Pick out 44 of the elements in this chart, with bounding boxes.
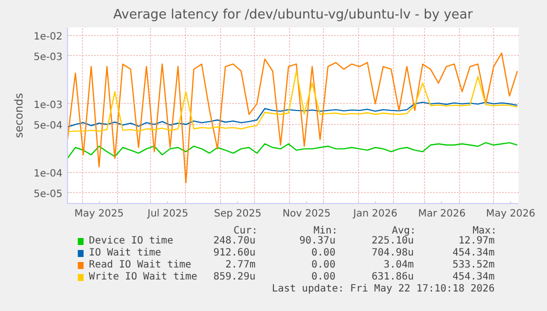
line-series (68, 102, 518, 128)
text: 631.86u (372, 272, 414, 282)
text: 859.29u (213, 272, 256, 282)
text: 533.52m (452, 260, 495, 270)
text: 12.97m (458, 236, 495, 246)
y-tick-label: 1e-03 (34, 100, 63, 111)
text: 912.60u (213, 248, 256, 258)
legend-label: IO Wait time (88, 248, 162, 258)
text: Max: (472, 226, 497, 236)
text: Avg: (392, 226, 416, 236)
y-tick-label: 5e-03 (34, 52, 63, 63)
text: 0.00 (311, 248, 336, 258)
chart-title: Average latency for /dev/ubuntu-vg/ubuntu-lv - by year (113, 8, 474, 22)
legend-label: Write IO Wait time (88, 272, 198, 282)
y-tick-label: 5e-05 (34, 188, 63, 200)
x-tick-label: Jan 2026 (352, 208, 398, 220)
line-series (68, 70, 518, 132)
text: 225.10u (372, 236, 414, 246)
x-tick-label: Sep 2025 (214, 208, 262, 220)
legend-label: Read IO Wait time (88, 260, 192, 270)
y-tick-label: 5e-04 (34, 120, 63, 132)
y-tick-label: 1e-04 (34, 168, 63, 180)
legend-label: Device IO time (88, 236, 174, 246)
line-series (68, 52, 518, 184)
text: 90.37u (299, 236, 336, 246)
text: 454.34m (452, 248, 495, 258)
x-tick-label: May 2026 (486, 208, 536, 220)
text: 3.04m (384, 260, 414, 270)
text: Last update: Fri May 22 17:10:18 2026 (272, 284, 495, 294)
text: 704.98u (372, 248, 414, 258)
x-tick-label: Jul 2025 (146, 208, 188, 220)
x-tick-label: Mar 2026 (418, 208, 466, 220)
text: 0.00 (311, 272, 336, 282)
text: Cur: (234, 226, 258, 236)
y-tick-label: 1e-02 (34, 31, 63, 42)
text: 454.34m (452, 272, 495, 282)
text: Min: (314, 226, 338, 236)
line-series (68, 142, 518, 159)
text: 2.77m (225, 260, 256, 270)
x-tick-label: May 2025 (74, 208, 124, 220)
y-axis-title: seconds (12, 92, 26, 138)
text: 248.70u (213, 236, 256, 246)
x-tick-label: Nov 2025 (282, 208, 331, 220)
text: 0.00 (311, 260, 336, 270)
